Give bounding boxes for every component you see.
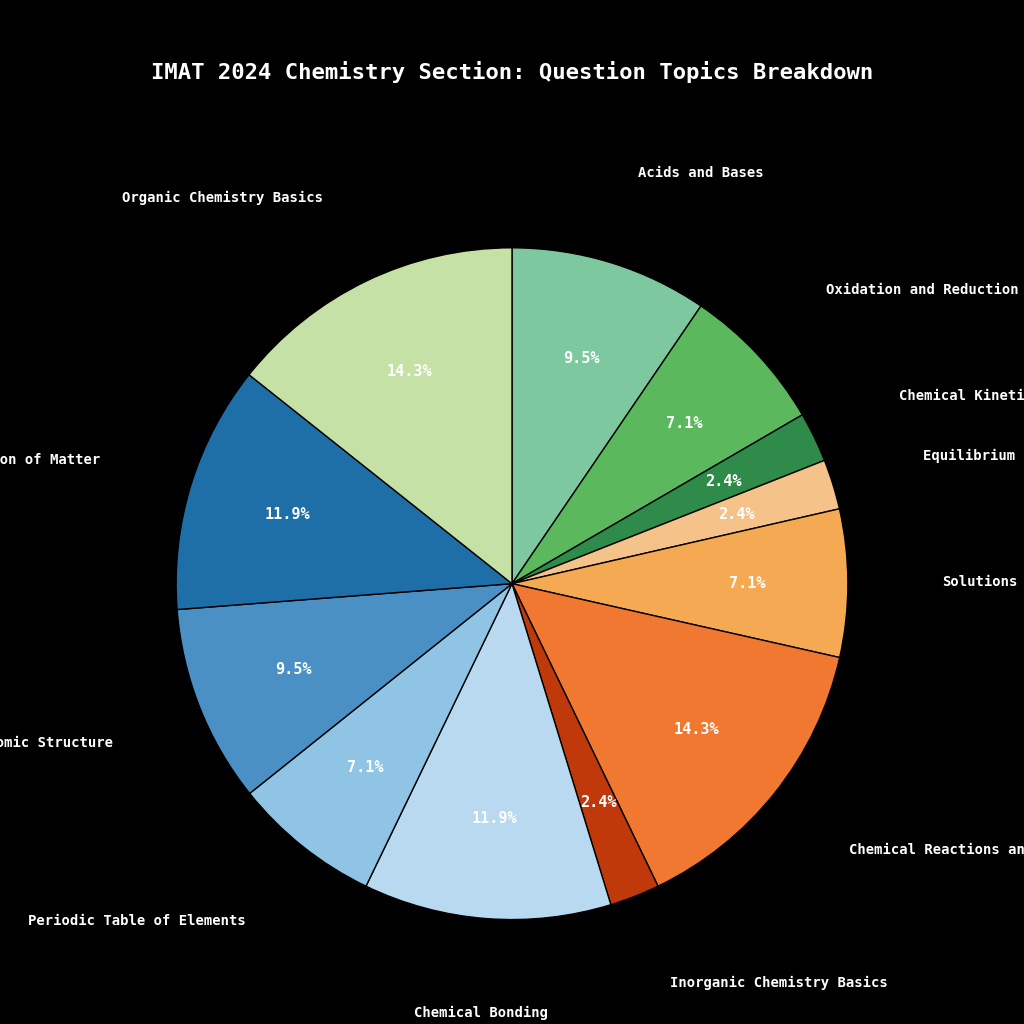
Wedge shape (366, 584, 611, 920)
Text: Chemical Kinetics and: Chemical Kinetics and (899, 389, 1024, 402)
Text: 7.1%: 7.1% (729, 575, 765, 591)
Wedge shape (512, 461, 840, 584)
Text: 9.5%: 9.5% (275, 663, 311, 678)
Wedge shape (177, 584, 512, 794)
Text: Chemical Bonding: Chemical Bonding (414, 1006, 548, 1020)
Wedge shape (512, 248, 701, 584)
Text: Organic Chemistry Basics: Organic Chemistry Basics (122, 190, 323, 205)
Text: Periodic Table of Elements: Periodic Table of Elements (28, 913, 246, 928)
Text: Oxidation and Reduction: Oxidation and Reduction (826, 284, 1019, 297)
Wedge shape (512, 415, 824, 584)
Wedge shape (250, 584, 512, 886)
Text: 7.1%: 7.1% (347, 760, 384, 775)
Text: 11.9%: 11.9% (264, 507, 310, 522)
Text: Acids and Bases: Acids and Bases (638, 166, 764, 180)
Text: Atomic Structure: Atomic Structure (0, 736, 113, 751)
Text: 14.3%: 14.3% (673, 723, 719, 737)
Text: 2.4%: 2.4% (719, 507, 755, 521)
Wedge shape (512, 306, 803, 584)
Wedge shape (512, 584, 658, 904)
Wedge shape (176, 375, 512, 609)
Text: Chemical Reactions and Sto...: Chemical Reactions and Sto... (849, 844, 1024, 857)
Text: 2.4%: 2.4% (706, 474, 741, 488)
Text: Constitution of Matter: Constitution of Matter (0, 453, 100, 467)
Text: Inorganic Chemistry Basics: Inorganic Chemistry Basics (671, 976, 888, 990)
Text: Equilibrium in Aque...: Equilibrium in Aque... (923, 449, 1024, 463)
Wedge shape (512, 584, 840, 886)
Text: 14.3%: 14.3% (387, 365, 432, 380)
Wedge shape (512, 509, 848, 657)
Text: Solutions: Solutions (942, 575, 1017, 590)
Wedge shape (249, 248, 512, 584)
Text: IMAT 2024 Chemistry Section: Question Topics Breakdown: IMAT 2024 Chemistry Section: Question To… (151, 60, 873, 83)
Text: 7.1%: 7.1% (666, 416, 702, 431)
Text: 11.9%: 11.9% (471, 811, 517, 825)
Text: 2.4%: 2.4% (580, 795, 616, 810)
Text: 9.5%: 9.5% (563, 351, 599, 367)
